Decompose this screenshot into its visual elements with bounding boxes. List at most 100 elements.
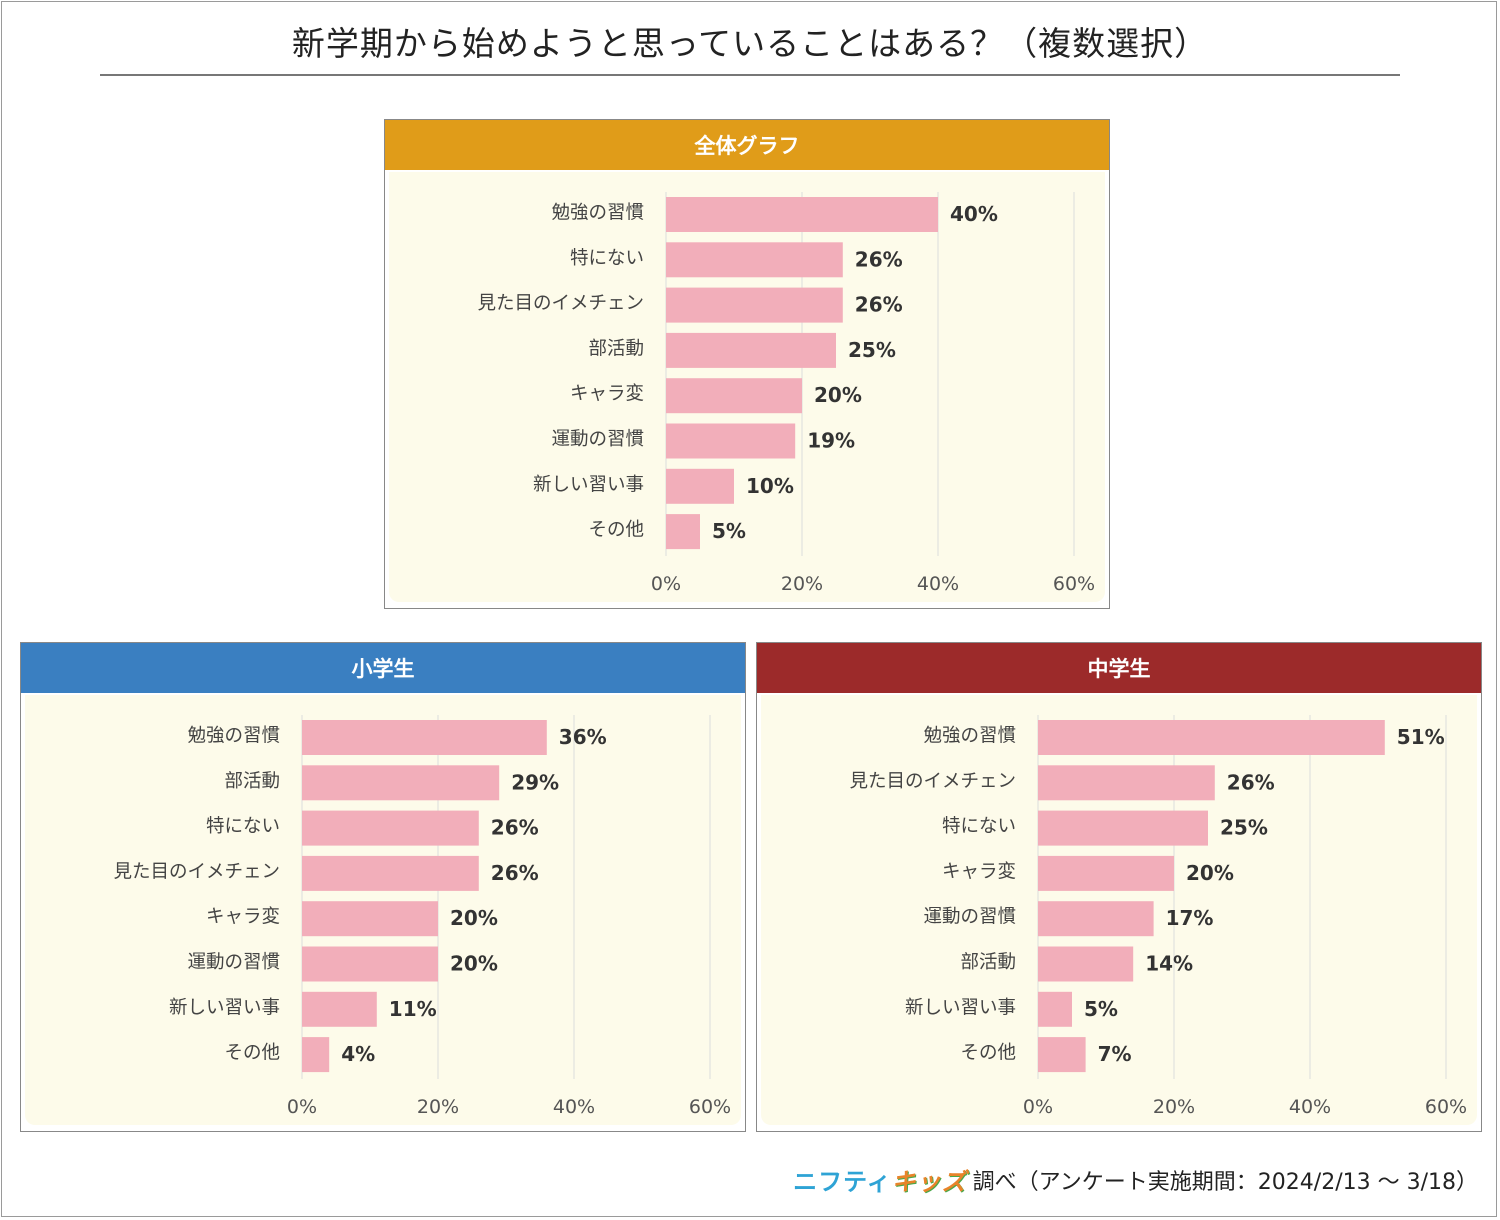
elementary-bar: [302, 901, 438, 937]
elementary-value-label: 36%: [559, 725, 607, 749]
survey-period-text: 調べ（アンケート実施期間：2024/2/13 ～ 3/18）: [972, 1169, 1478, 1195]
overall-category-label: 見た目のイメチェン: [477, 293, 644, 314]
elementary-bar: [302, 991, 377, 1027]
junior-high-category-label: 新しい習い事: [905, 997, 1016, 1018]
kids-logo-part2: キッズ: [891, 1168, 967, 1196]
overall-category-label: キャラ変: [570, 384, 644, 405]
elementary-value-label: 20%: [450, 952, 498, 976]
overall-x-tick-label: 60%: [1053, 573, 1095, 595]
overall-bar: [666, 514, 700, 550]
junior-high-value-label: 25%: [1220, 816, 1268, 840]
junior-high-category-label: 特にない: [942, 816, 1016, 837]
junior-high-x-tick-label: 60%: [1425, 1096, 1467, 1118]
overall-category-label: 勉強の習慣: [551, 203, 644, 224]
overall-bar: [666, 423, 796, 459]
overall-value-label: 26%: [855, 293, 903, 317]
overall-value-label: 26%: [855, 247, 903, 271]
junior-high-category-label: 見た目のイメチェン: [849, 771, 1016, 792]
overall-bar: [666, 242, 843, 278]
junior-high-x-tick-label: 0%: [1023, 1096, 1053, 1118]
overall-value-label: 20%: [814, 383, 862, 407]
title-divider: [100, 74, 1400, 76]
elementary-category-label: その他: [224, 1043, 280, 1064]
junior-high-bar-chart: 0% 20% 40% 60% 勉強の習慣 51% 見た目のイメチェン 26% 特にない 25% キャ…: [849, 715, 1467, 1118]
nifty-logo-part1: ニフティ: [793, 1168, 892, 1196]
elementary-value-label: 4%: [341, 1042, 375, 1066]
junior-high-value-label: 26%: [1227, 770, 1275, 794]
elementary-bar: [302, 1037, 330, 1073]
elementary-category-label: 勉強の習慣: [187, 726, 280, 747]
elementary-category-label: キャラ変: [206, 907, 280, 928]
overall-category-label: 特にない: [570, 248, 644, 269]
elementary-value-label: 26%: [491, 861, 539, 885]
junior-high-value-label: 5%: [1084, 997, 1118, 1021]
elementary-category-label: 新しい習い事: [169, 997, 280, 1018]
overall-category-label: 運動の習慣: [551, 429, 644, 450]
junior-high-bar: [1038, 991, 1072, 1027]
overall-x-tick-label: 40%: [917, 573, 959, 595]
junior-high-category-label: その他: [960, 1043, 1016, 1064]
junior-high-category-label: 運動の習慣: [923, 907, 1016, 928]
elementary-x-tick-label: 20%: [417, 1096, 459, 1118]
junior-high-bar: [1038, 720, 1385, 755]
overall-bar: [666, 332, 836, 368]
overall-value-label: 25%: [848, 338, 896, 362]
elementary-category-label: 特にない: [206, 816, 280, 837]
elementary-x-tick-label: 40%: [553, 1096, 595, 1118]
footer-credit: ニフティ キッズ 調べ（アンケート実施期間：2024/2/13 ～ 3/18）: [793, 1162, 1478, 1197]
elementary-bar: [302, 810, 479, 846]
elementary-x-tick-label: 60%: [689, 1096, 731, 1118]
elementary-category-label: 見た目のイメチェン: [113, 861, 280, 882]
overall-chart-title: 全体グラフ: [385, 120, 1109, 170]
overall-bar: [666, 468, 734, 504]
junior-high-category-label: 勉強の習慣: [923, 726, 1016, 747]
junior-high-x-tick-label: 20%: [1153, 1096, 1195, 1118]
elementary-chart-title: 小学生: [21, 643, 745, 693]
elementary-bar: [302, 855, 479, 891]
elementary-value-label: 11%: [389, 997, 437, 1021]
elementary-bar: [302, 765, 500, 801]
junior-high-bar: [1038, 765, 1215, 801]
overall-bar: [666, 378, 802, 414]
elementary-bar: [302, 946, 438, 982]
junior-high-value-label: 14%: [1145, 952, 1193, 976]
elementary-value-label: 20%: [450, 906, 498, 930]
elementary-bar-chart: 0% 20% 40% 60% 勉強の習慣 36% 部活動 29% 特にない 26% 見た目のイメチェ…: [113, 715, 731, 1118]
junior-high-category-label: キャラ変: [942, 861, 1016, 882]
junior-high-value-label: 51%: [1397, 725, 1445, 749]
overall-x-tick-label: 0%: [651, 573, 681, 595]
junior-high-chart-title: 中学生: [757, 643, 1481, 693]
elementary-value-label: 29%: [511, 770, 559, 794]
junior-high-bar: [1038, 810, 1208, 846]
elementary-category-label: 部活動: [224, 771, 280, 792]
junior-high-bar: [1038, 1037, 1086, 1073]
overall-value-label: 19%: [807, 429, 855, 453]
overall-value-label: 5%: [712, 519, 746, 543]
junior-high-bar: [1038, 901, 1154, 937]
junior-high-bar: [1038, 946, 1134, 982]
junior-high-category-label: 部活動: [960, 952, 1016, 973]
elementary-category-label: 運動の習慣: [187, 952, 280, 973]
overall-x-tick-label: 20%: [781, 573, 823, 595]
junior-high-value-label: 17%: [1166, 906, 1214, 930]
overall-bar: [666, 287, 843, 323]
junior-high-x-tick-label: 40%: [1289, 1096, 1331, 1118]
elementary-x-tick-label: 0%: [287, 1096, 317, 1118]
elementary-chart-panel: 小学生 0% 20% 40% 60% 勉強の習慣 36% 部活動 29% 特にない 26% 見た目の…: [20, 642, 746, 1132]
junior-high-bar: [1038, 855, 1174, 891]
overall-value-label: 10%: [746, 474, 794, 498]
overall-value-label: 40%: [950, 202, 998, 226]
overall-bar: [666, 197, 938, 232]
overall-bar-chart: 0% 20% 40% 60% 勉強の習慣 40% 特にない 26% 見た目のイメチェン 26% 部活…: [477, 192, 1095, 595]
overall-chart-panel: 全体グラフ 0% 20% 40% 60% 勉強の習慣 40% 特にない 26% 見た目のイメチェ…: [384, 119, 1110, 609]
overall-category-label: 新しい習い事: [533, 474, 644, 495]
overall-category-label: その他: [588, 520, 644, 541]
overall-category-label: 部活動: [588, 338, 644, 359]
junior-high-value-label: 7%: [1098, 1042, 1132, 1066]
elementary-bar: [302, 720, 547, 755]
page-title: 新学期から始めようと思っていることはある？（複数選択）: [291, 24, 1209, 63]
elementary-value-label: 26%: [491, 816, 539, 840]
junior-high-value-label: 20%: [1186, 861, 1234, 885]
junior-high-chart-panel: 中学生 0% 20% 40% 60% 勉強の習慣 51% 見た目のイメチェン 26% 特にない 2…: [756, 642, 1482, 1132]
